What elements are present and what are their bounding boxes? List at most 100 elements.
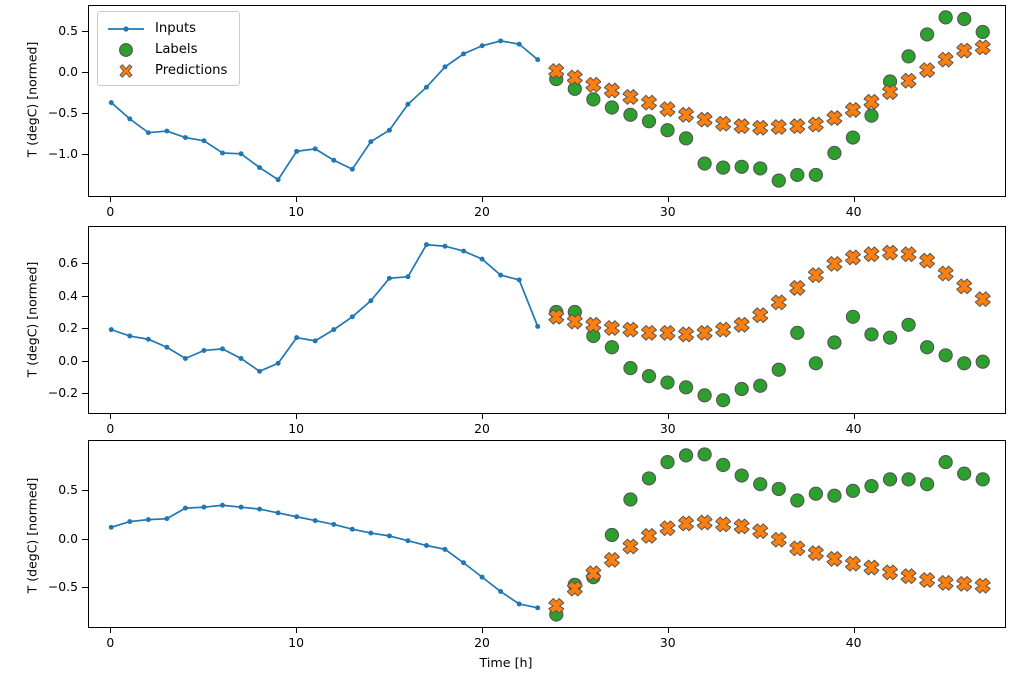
prediction-marker <box>937 265 954 282</box>
y-tickmark-0-1 <box>82 72 88 74</box>
prediction-marker <box>659 324 676 341</box>
inputs-point <box>386 275 392 281</box>
label-marker <box>753 477 768 492</box>
prediction-marker <box>640 324 658 341</box>
inputs-point <box>164 516 170 522</box>
inputs-point <box>201 347 207 353</box>
label-marker <box>827 335 842 350</box>
y-tick-0-0: 0.5 <box>58 23 78 39</box>
inputs-point <box>461 248 467 254</box>
x-tickmark-1-0 <box>110 414 112 419</box>
label-marker <box>641 369 657 384</box>
label-marker <box>808 167 824 182</box>
prediction-marker <box>696 324 713 341</box>
label-marker <box>827 145 842 161</box>
prediction-marker <box>640 94 658 111</box>
label-marker <box>641 114 657 129</box>
y-tick-1-3: 0.0 <box>58 352 78 368</box>
inputs-point <box>405 538 411 544</box>
label-marker <box>660 123 675 138</box>
x-tick-2-2: 20 <box>474 635 490 650</box>
inputs-point <box>442 546 448 552</box>
x-tick-1-1: 10 <box>288 421 305 436</box>
label-marker <box>845 309 861 324</box>
plot-area-2 <box>108 447 991 622</box>
prediction-marker <box>974 291 991 308</box>
label-marker <box>697 156 712 171</box>
subplot-panel-0[interactable] <box>88 5 1006 197</box>
prediction-marker <box>956 278 973 295</box>
prediction-marker <box>678 106 695 123</box>
label-marker <box>919 27 935 42</box>
y-tick-1-1: 0.4 <box>58 287 78 303</box>
label-marker <box>975 354 990 369</box>
inputs-point <box>423 84 429 90</box>
inputs-point <box>479 43 485 49</box>
inputs-line-1 <box>110 243 539 373</box>
prediction-marker <box>789 540 806 557</box>
label-marker <box>697 388 712 403</box>
inputs-point <box>349 314 355 320</box>
label-marker <box>753 378 768 393</box>
label-marker <box>938 10 953 25</box>
inputs-point <box>127 519 133 525</box>
inputs-point <box>127 333 133 339</box>
inputs-point <box>461 560 467 566</box>
prediction-marker <box>900 568 917 585</box>
label-marker <box>771 362 786 377</box>
label-marker <box>938 455 953 470</box>
legend-label-inputs: Inputs <box>155 20 197 36</box>
inputs-point <box>405 274 411 280</box>
inputs-point <box>145 130 151 136</box>
y-tick-2-2: −0.5 <box>47 579 78 595</box>
prediction-marker <box>900 246 917 263</box>
inputs-point <box>442 243 448 249</box>
inputs-point <box>349 526 355 532</box>
subplot-panel-2[interactable] <box>88 440 1006 628</box>
label-marker <box>882 472 898 487</box>
label-marker <box>957 466 972 481</box>
label-marker <box>790 167 805 182</box>
legend-entry-inputs: Inputs <box>106 18 230 39</box>
subplot-panel-1[interactable] <box>88 226 1006 414</box>
prediction-marker <box>807 267 824 284</box>
prediction-marker <box>603 551 620 568</box>
prediction-marker <box>733 518 750 535</box>
inputs-point <box>312 338 318 344</box>
label-marker <box>623 361 638 376</box>
label-marker <box>919 340 935 355</box>
prediction-marker <box>659 520 676 537</box>
label-marker <box>975 24 990 40</box>
label-marker <box>771 173 786 188</box>
legend-entry-predictions: Predictions <box>106 60 230 81</box>
label-marker <box>901 472 916 487</box>
x-tick-0-0: 0 <box>106 204 115 219</box>
label-marker <box>641 471 657 486</box>
inputs-point <box>368 139 374 145</box>
prediction-marker <box>770 118 787 135</box>
prediction-marker <box>585 316 602 333</box>
legend-box: Inputs Labels Predictions <box>97 11 240 86</box>
prediction-marker <box>844 249 861 266</box>
inputs-point <box>386 127 392 133</box>
prediction-marker <box>752 307 769 324</box>
label-marker <box>771 481 786 497</box>
label-marker <box>586 328 601 344</box>
label-marker <box>919 477 935 492</box>
y-tickmark-0-2 <box>82 113 88 115</box>
prediction-marker <box>548 62 565 79</box>
label-marker <box>623 107 638 122</box>
label-marker <box>660 375 675 390</box>
prediction-marker <box>882 244 899 261</box>
y-tickmark-2-0 <box>82 490 88 492</box>
inputs-point <box>331 327 337 333</box>
inputs-point <box>423 242 429 248</box>
prediction-marker <box>603 320 620 337</box>
label-marker <box>845 130 861 145</box>
inputs-point <box>349 166 355 172</box>
x-tick-1-4: 40 <box>845 421 862 436</box>
inputs-point <box>275 360 281 366</box>
prediction-marker <box>678 515 695 532</box>
label-marker <box>623 492 638 507</box>
label-marker <box>604 100 620 115</box>
